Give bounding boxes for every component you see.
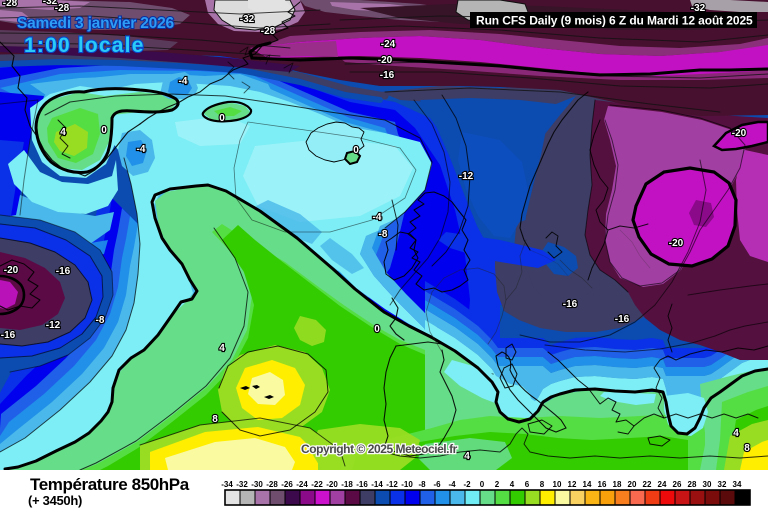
svg-text:6: 6 [525, 480, 530, 489]
svg-text:-4: -4 [137, 144, 146, 155]
svg-text:-16: -16 [1, 330, 16, 341]
svg-text:4: 4 [733, 428, 739, 439]
svg-text:22: 22 [643, 480, 652, 489]
svg-text:-20: -20 [669, 238, 684, 249]
svg-text:0: 0 [101, 125, 107, 136]
svg-text:-28: -28 [261, 26, 276, 37]
svg-text:32: 32 [718, 480, 727, 489]
svg-text:-28: -28 [55, 3, 70, 14]
svg-text:-16: -16 [380, 70, 395, 81]
svg-text:Température 850hPa: Température 850hPa [30, 475, 190, 494]
svg-text:-30: -30 [251, 480, 263, 489]
svg-text:-28: -28 [266, 480, 278, 489]
svg-text:-20: -20 [378, 55, 393, 66]
svg-text:-16: -16 [615, 314, 630, 325]
svg-text:-14: -14 [371, 480, 383, 489]
svg-text:-24: -24 [381, 39, 396, 50]
svg-text:Run CFS Daily (9 mois) 6 Z du: Run CFS Daily (9 mois) 6 Z du Mardi 12 a… [476, 14, 753, 28]
svg-text:18: 18 [613, 480, 622, 489]
svg-text:12: 12 [568, 480, 577, 489]
svg-text:-12: -12 [46, 320, 61, 331]
svg-text:-26: -26 [281, 480, 293, 489]
svg-text:4: 4 [510, 480, 515, 489]
svg-text:-12: -12 [386, 480, 398, 489]
svg-text:26: 26 [673, 480, 682, 489]
svg-text:-8: -8 [96, 315, 105, 326]
svg-text:0: 0 [353, 145, 359, 156]
svg-text:0: 0 [374, 324, 380, 335]
svg-text:10: 10 [553, 480, 562, 489]
svg-text:1:00 locale: 1:00 locale [24, 34, 145, 57]
svg-text:-20: -20 [4, 265, 19, 276]
svg-text:-16: -16 [56, 266, 71, 277]
svg-text:-12: -12 [459, 171, 474, 182]
svg-text:-24: -24 [296, 480, 308, 489]
svg-text:24: 24 [658, 480, 667, 489]
svg-text:20: 20 [628, 480, 637, 489]
svg-text:28: 28 [688, 480, 697, 489]
svg-text:-8: -8 [379, 229, 388, 240]
svg-text:Copyright © 2025 Meteociel.fr: Copyright © 2025 Meteociel.fr [301, 442, 458, 456]
svg-text:4: 4 [464, 451, 470, 462]
svg-text:-22: -22 [311, 480, 323, 489]
svg-text:-20: -20 [326, 480, 338, 489]
svg-text:-8: -8 [418, 480, 426, 489]
svg-text:4: 4 [60, 127, 66, 138]
svg-text:-16: -16 [356, 480, 368, 489]
svg-text:8: 8 [540, 480, 545, 489]
svg-text:0: 0 [219, 113, 225, 124]
svg-text:-28: -28 [3, 0, 18, 9]
svg-text:Samedi 3 janvier 2026: Samedi 3 janvier 2026 [17, 15, 175, 32]
svg-text:0: 0 [480, 480, 485, 489]
svg-text:-32: -32 [240, 14, 255, 25]
svg-text:-2: -2 [463, 480, 471, 489]
svg-text:-18: -18 [341, 480, 353, 489]
svg-text:-6: -6 [433, 480, 441, 489]
svg-text:16: 16 [598, 480, 607, 489]
svg-text:-10: -10 [401, 480, 413, 489]
svg-text:-32: -32 [691, 3, 706, 14]
svg-text:14: 14 [583, 480, 592, 489]
svg-text:-32: -32 [43, 0, 58, 7]
svg-text:(+ 3450h): (+ 3450h) [28, 493, 82, 508]
svg-text:-4: -4 [448, 480, 456, 489]
svg-text:-34: -34 [221, 480, 233, 489]
svg-text:2: 2 [495, 480, 500, 489]
svg-text:4: 4 [219, 343, 225, 354]
svg-text:-4: -4 [179, 76, 188, 87]
svg-text:8: 8 [744, 443, 750, 454]
svg-text:34: 34 [733, 480, 742, 489]
svg-text:-32: -32 [236, 480, 248, 489]
svg-text:30: 30 [703, 480, 712, 489]
svg-text:-20: -20 [732, 128, 747, 139]
svg-text:8: 8 [212, 414, 218, 425]
svg-text:-16: -16 [563, 299, 578, 310]
svg-text:-4: -4 [373, 212, 382, 223]
